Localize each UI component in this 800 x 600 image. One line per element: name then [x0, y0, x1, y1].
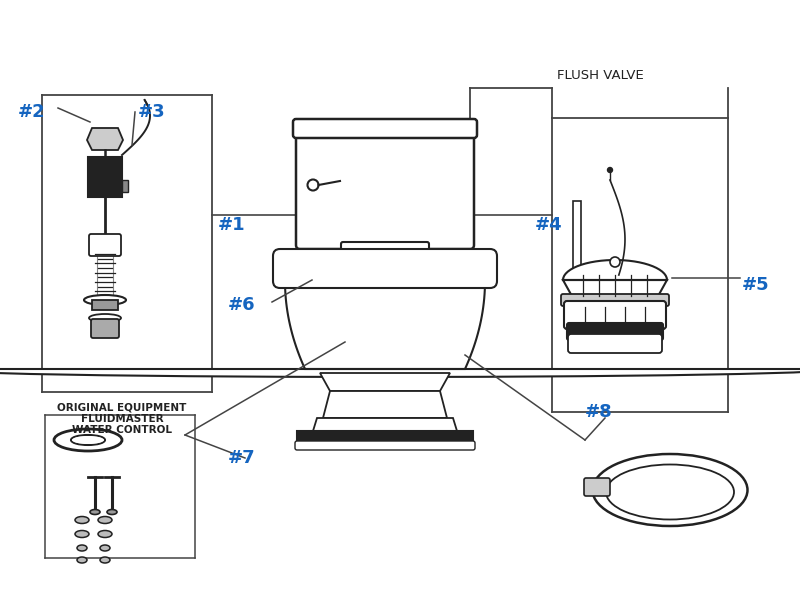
Text: #5: #5 — [742, 276, 770, 294]
Bar — [122, 180, 128, 192]
Polygon shape — [563, 260, 667, 298]
Bar — [88, 157, 122, 197]
Ellipse shape — [71, 435, 105, 445]
Ellipse shape — [606, 464, 734, 520]
Ellipse shape — [98, 530, 112, 538]
FancyBboxPatch shape — [584, 478, 610, 496]
Polygon shape — [0, 281, 800, 377]
Polygon shape — [313, 418, 457, 431]
Text: #4: #4 — [535, 216, 562, 234]
Ellipse shape — [100, 557, 110, 563]
Ellipse shape — [100, 545, 110, 551]
Ellipse shape — [84, 295, 126, 305]
Bar — [92, 300, 118, 310]
Polygon shape — [323, 391, 447, 418]
Text: FLUSH VALVE: FLUSH VALVE — [557, 69, 643, 82]
Text: #7: #7 — [228, 449, 256, 467]
Ellipse shape — [98, 517, 112, 523]
Text: #3: #3 — [138, 103, 166, 121]
Ellipse shape — [72, 436, 104, 444]
Text: #8: #8 — [585, 403, 613, 421]
Circle shape — [607, 167, 613, 173]
Ellipse shape — [75, 517, 89, 523]
FancyBboxPatch shape — [295, 441, 475, 450]
Ellipse shape — [90, 509, 100, 515]
Ellipse shape — [77, 545, 87, 551]
Ellipse shape — [89, 314, 121, 322]
FancyBboxPatch shape — [91, 319, 119, 338]
Text: #1: #1 — [218, 216, 246, 234]
FancyBboxPatch shape — [296, 131, 474, 249]
Ellipse shape — [77, 557, 87, 563]
FancyBboxPatch shape — [293, 119, 477, 138]
FancyBboxPatch shape — [561, 294, 669, 306]
Ellipse shape — [54, 429, 122, 451]
FancyBboxPatch shape — [273, 249, 497, 288]
FancyBboxPatch shape — [567, 323, 663, 340]
Text: #2: #2 — [18, 103, 46, 121]
FancyBboxPatch shape — [341, 242, 429, 261]
Ellipse shape — [55, 430, 121, 450]
Text: #6: #6 — [228, 296, 256, 314]
Text: ORIGINAL EQUIPMENT
FLUIDMASTER
WATER CONTROL: ORIGINAL EQUIPMENT FLUIDMASTER WATER CON… — [58, 402, 186, 435]
Polygon shape — [297, 431, 473, 444]
FancyBboxPatch shape — [568, 334, 662, 353]
Ellipse shape — [593, 454, 747, 526]
Polygon shape — [320, 373, 450, 391]
Bar — [573, 201, 581, 296]
Polygon shape — [87, 128, 123, 150]
Circle shape — [610, 257, 620, 267]
FancyBboxPatch shape — [564, 301, 666, 329]
Ellipse shape — [75, 530, 89, 538]
Ellipse shape — [107, 509, 117, 515]
FancyBboxPatch shape — [89, 234, 121, 256]
